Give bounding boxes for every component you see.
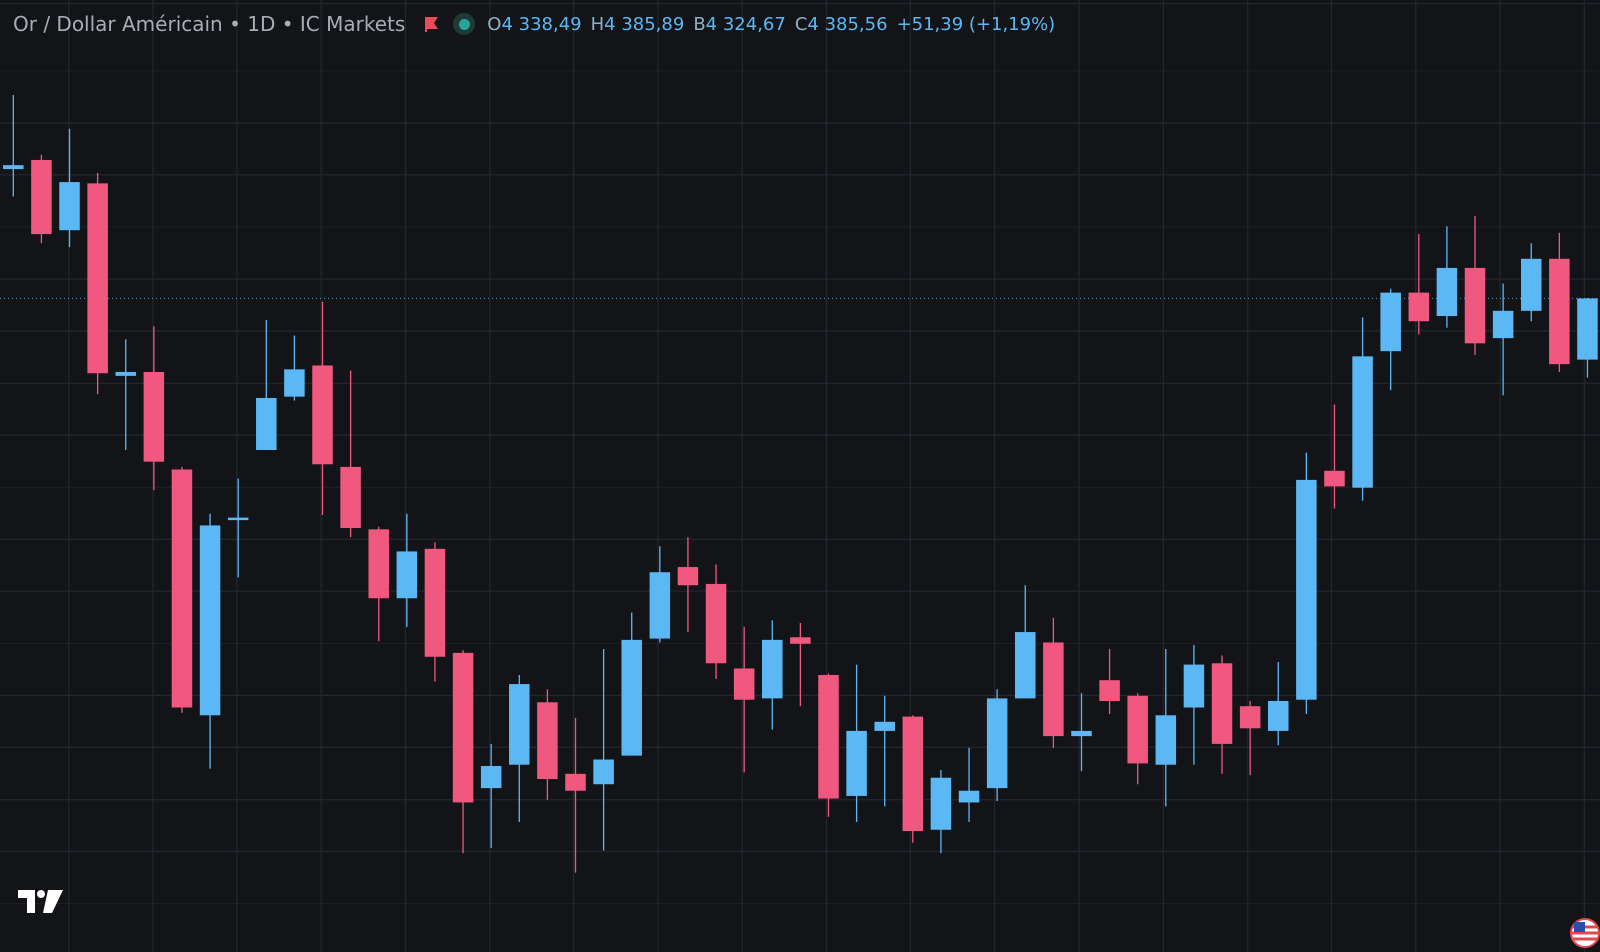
candle-body: [874, 721, 895, 731]
candle-body: [1043, 642, 1064, 737]
legend-value: 4 385,89: [604, 13, 685, 35]
candle-body: [986, 698, 1008, 789]
symbol-title: Or / Dollar Américain • 1D • IC Markets: [13, 12, 406, 36]
candle-body: [199, 525, 221, 716]
candle-body: [1296, 479, 1317, 700]
flag-icon: [1570, 918, 1600, 948]
candle-body: [424, 548, 446, 657]
legend-label: H: [590, 13, 605, 35]
candle-body: [87, 183, 108, 374]
candle-body: [1352, 356, 1373, 488]
legend-value: 4 338,49: [501, 13, 582, 35]
candle-body: [31, 159, 52, 235]
header: Or / Dollar Américain • 1D • IC Markets …: [13, 10, 1055, 38]
candle-body: [1099, 680, 1120, 701]
candle-body: [59, 182, 80, 231]
candle-body: [1464, 267, 1486, 344]
candle-body: [930, 777, 952, 830]
candle-body: [143, 371, 165, 462]
candle-body: [1380, 292, 1401, 352]
candle-body: [790, 637, 811, 644]
legend-label: C: [794, 13, 808, 35]
candle-body: [115, 371, 136, 376]
candle-body: [340, 466, 361, 529]
candle-body: [846, 730, 867, 796]
candle-body: [1436, 267, 1458, 317]
candle-body: [396, 551, 418, 599]
candle-body: [958, 790, 980, 803]
candle-body: [733, 668, 755, 700]
candle-body: [1183, 664, 1205, 708]
candle-body: [1268, 700, 1289, 731]
candle-body: [1408, 292, 1430, 322]
candle-body: [1239, 706, 1261, 729]
candle-body: [537, 702, 558, 780]
candle-body: [452, 652, 474, 803]
legend-label: B: [693, 13, 706, 35]
tv-logo: [18, 890, 63, 913]
candle-body: [621, 639, 642, 756]
candle-body: [677, 567, 699, 586]
candle-body: [902, 716, 924, 832]
candle-body: [649, 572, 671, 639]
candle-body: [227, 517, 249, 521]
legend-value: 4 324,67: [705, 13, 786, 35]
candle-body: [818, 674, 839, 799]
candle-body: [480, 766, 502, 789]
candle-body: [762, 639, 783, 699]
candle-body: [1127, 695, 1148, 764]
candle-body: [1549, 258, 1570, 365]
candle-body: [1492, 310, 1514, 339]
legend-change: +51,39 (+1,19%): [896, 13, 1056, 35]
candle-body: [312, 365, 333, 465]
candle-body: [509, 684, 530, 765]
candle-body: [1155, 715, 1177, 765]
legend-label: O: [487, 13, 502, 35]
candle-body: [171, 469, 193, 708]
candle-body: [705, 583, 727, 664]
candle-body: [1015, 632, 1036, 699]
candle-body: [368, 529, 389, 599]
candle-body: [565, 773, 586, 791]
candle-body: [3, 165, 24, 170]
candle-body: [1520, 258, 1542, 311]
candle-body: [1577, 298, 1598, 360]
candle-body: [1211, 663, 1233, 744]
flag[interactable]: [423, 16, 439, 32]
candle-body: [1324, 470, 1345, 487]
status-dot: [453, 13, 476, 35]
candle-body: [1071, 730, 1092, 737]
candle-body: [593, 759, 614, 785]
candle-body: [256, 397, 277, 450]
legend-value: 4 385,56: [807, 13, 888, 35]
candle-body: [284, 369, 305, 397]
